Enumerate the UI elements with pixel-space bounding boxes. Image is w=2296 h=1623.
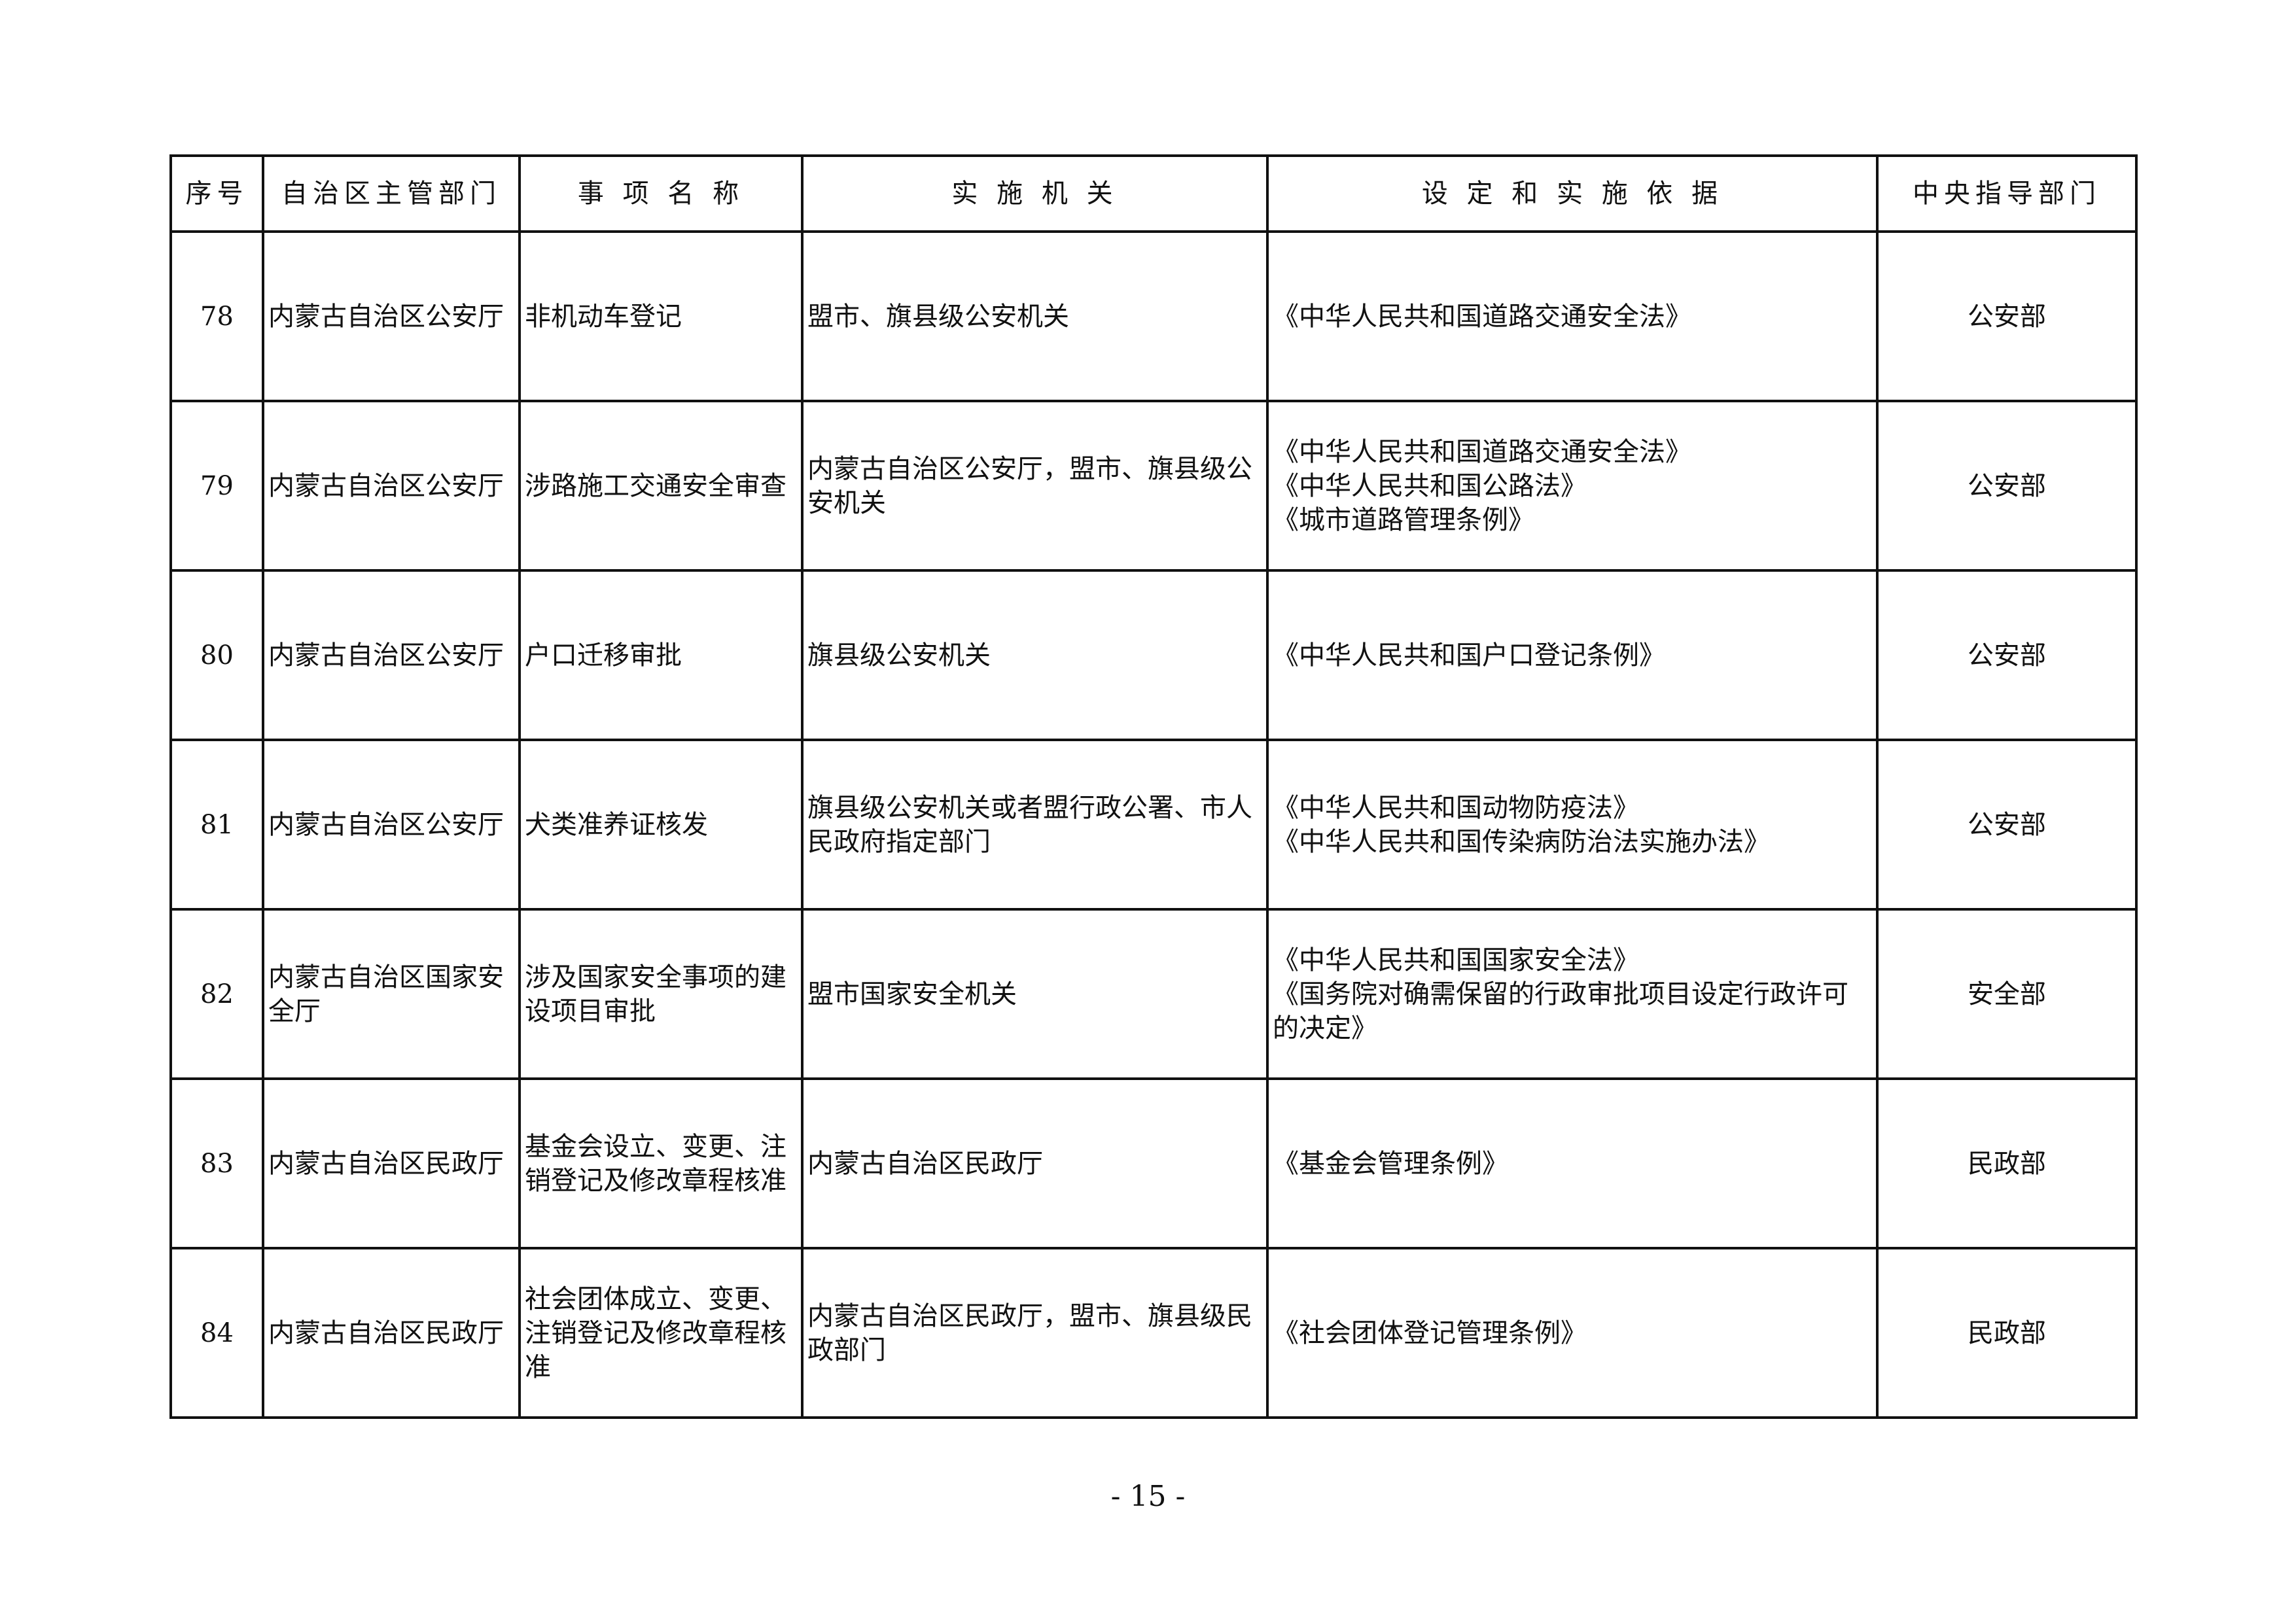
table-row: 83 内蒙古自治区民政厅 基金会设立、变更、注销登记及修改章程核准 内蒙古自治区民政厅… <box>169 1077 2138 1249</box>
header-agency: 实 施 机 关 <box>801 154 1269 233</box>
basis-line: 《中华人民共和国公路法》 <box>1273 470 1587 501</box>
cell-central: 公安部 <box>1876 230 2138 402</box>
cell-basis: 《中华人民共和国动物防疫法》 《中华人民共和国传染病防治法实施办法》 <box>1266 739 1879 911</box>
cell-agency: 旗县级公安机关 <box>801 569 1269 741</box>
cell-basis: 《中华人民共和国道路交通安全法》 《中华人民共和国公路法》 《城市道路管理条例》 <box>1266 400 1879 572</box>
cell-agency: 盟市、旗县级公安机关 <box>801 230 1269 402</box>
cell-no: 78 <box>169 230 264 402</box>
cell-item: 社会团体成立、变更、注销登记及修改章程核准 <box>518 1247 804 1419</box>
basis-line: 《国务院对确需保留的行政审批项目设定行政许可的决定》 <box>1273 979 1848 1043</box>
basis-line: 《社会团体登记管理条例》 <box>1273 1318 1587 1348</box>
cell-dept: 内蒙古自治区国家安全厅 <box>262 908 521 1080</box>
cell-no: 79 <box>169 400 264 572</box>
cell-dept: 内蒙古自治区公安厅 <box>262 230 521 402</box>
cell-dept: 内蒙古自治区公安厅 <box>262 739 521 911</box>
basis-line: 《中华人民共和国动物防疫法》 <box>1273 792 1639 823</box>
cell-item: 犬类准养证核发 <box>518 739 804 911</box>
page-number: - 15 - <box>1110 1480 1186 1513</box>
cell-item: 涉及国家安全事项的建设项目审批 <box>518 908 804 1080</box>
cell-agency: 内蒙古自治区民政厅，盟市、旗县级民政部门 <box>801 1247 1269 1419</box>
cell-central: 民政部 <box>1876 1077 2138 1249</box>
cell-dept: 内蒙古自治区民政厅 <box>262 1077 521 1249</box>
items-table: 序号 自治区主管部门 事 项 名 称 实 施 机 关 设 定 和 实 施 依 据… <box>169 154 2138 1419</box>
cell-item: 非机动车登记 <box>518 230 804 402</box>
cell-agency: 内蒙古自治区公安厅，盟市、旗县级公安机关 <box>801 400 1269 572</box>
cell-agency: 旗县级公安机关或者盟行政公署、市人民政府指定部门 <box>801 739 1269 911</box>
cell-basis: 《社会团体登记管理条例》 <box>1266 1247 1879 1419</box>
cell-central: 民政部 <box>1876 1247 2138 1419</box>
table-row: 82 内蒙古自治区国家安全厅 涉及国家安全事项的建设项目审批 盟市国家安全机关 《中华人… <box>169 908 2138 1080</box>
basis-line: 《中华人民共和国道路交通安全法》 <box>1273 301 1691 332</box>
cell-central: 公安部 <box>1876 569 2138 741</box>
table-row: 84 内蒙古自治区民政厅 社会团体成立、变更、注销登记及修改章程核准 内蒙古自治区民政… <box>169 1247 2138 1419</box>
cell-central: 公安部 <box>1876 400 2138 572</box>
cell-no: 82 <box>169 908 264 1080</box>
cell-agency: 内蒙古自治区民政厅 <box>801 1077 1269 1249</box>
table-row: 80 内蒙古自治区公安厅 户口迁移审批 旗县级公安机关 《中华人民共和国户口登记条例》 公… <box>169 569 2138 741</box>
basis-line: 《中华人民共和国户口登记条例》 <box>1273 640 1665 671</box>
basis-line: 《中华人民共和国传染病防治法实施办法》 <box>1273 826 1770 857</box>
cell-item: 基金会设立、变更、注销登记及修改章程核准 <box>518 1077 804 1249</box>
basis-line: 《中华人民共和国道路交通安全法》 <box>1273 436 1691 467</box>
cell-dept: 内蒙古自治区公安厅 <box>262 569 521 741</box>
table-row: 79 内蒙古自治区公安厅 涉路施工交通安全审查 内蒙古自治区公安厅，盟市、旗县级公安机… <box>169 400 2138 572</box>
cell-basis: 《中华人民共和国国家安全法》《国务院对确需保留的行政审批项目设定行政许可的决定》 <box>1266 908 1879 1080</box>
cell-no: 84 <box>169 1247 264 1419</box>
cell-dept: 内蒙古自治区公安厅 <box>262 400 521 572</box>
table-row: 81 内蒙古自治区公安厅 犬类准养证核发 旗县级公安机关或者盟行政公署、市人民政府指定… <box>169 739 2138 911</box>
cell-item: 户口迁移审批 <box>518 569 804 741</box>
basis-line: 《基金会管理条例》 <box>1273 1148 1508 1179</box>
cell-central: 公安部 <box>1876 739 2138 911</box>
header-dept: 自治区主管部门 <box>262 154 521 233</box>
cell-basis: 《中华人民共和国户口登记条例》 <box>1266 569 1879 741</box>
table-row: 78 内蒙古自治区公安厅 非机动车登记 盟市、旗县级公安机关 《中华人民共和国道路交通安… <box>169 230 2138 402</box>
cell-basis: 《基金会管理条例》 <box>1266 1077 1879 1249</box>
header-basis: 设 定 和 实 施 依 据 <box>1266 154 1879 233</box>
cell-central: 安全部 <box>1876 908 2138 1080</box>
cell-agency: 盟市国家安全机关 <box>801 908 1269 1080</box>
cell-no: 80 <box>169 569 264 741</box>
cell-basis: 《中华人民共和国道路交通安全法》 <box>1266 230 1879 402</box>
header-item: 事 项 名 称 <box>518 154 804 233</box>
cell-dept: 内蒙古自治区民政厅 <box>262 1247 521 1419</box>
header-no: 序号 <box>169 154 264 233</box>
cell-no: 81 <box>169 739 264 911</box>
basis-line: 《城市道路管理条例》 <box>1273 504 1534 535</box>
cell-no: 83 <box>169 1077 264 1249</box>
header-central: 中央指导部门 <box>1876 154 2138 233</box>
table-header-row: 序号 自治区主管部门 事 项 名 称 实 施 机 关 设 定 和 实 施 依 据… <box>169 154 2138 233</box>
basis-line: 《中华人民共和国国家安全法》 <box>1273 945 1639 975</box>
cell-item: 涉路施工交通安全审查 <box>518 400 804 572</box>
